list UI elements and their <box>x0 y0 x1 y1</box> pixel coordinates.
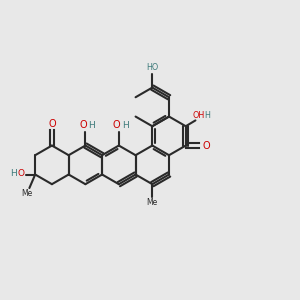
Text: H: H <box>88 121 95 130</box>
Text: H: H <box>122 121 129 130</box>
Text: H: H <box>11 169 17 178</box>
Text: Me: Me <box>147 198 158 207</box>
Text: O: O <box>202 140 210 151</box>
Text: O: O <box>113 121 120 130</box>
Text: O: O <box>79 121 87 130</box>
Text: O: O <box>48 118 56 128</box>
Text: O: O <box>17 169 24 178</box>
Text: HO: HO <box>146 63 158 72</box>
Text: Me: Me <box>21 190 32 199</box>
Text: H: H <box>204 112 210 121</box>
Text: OH: OH <box>192 112 205 121</box>
